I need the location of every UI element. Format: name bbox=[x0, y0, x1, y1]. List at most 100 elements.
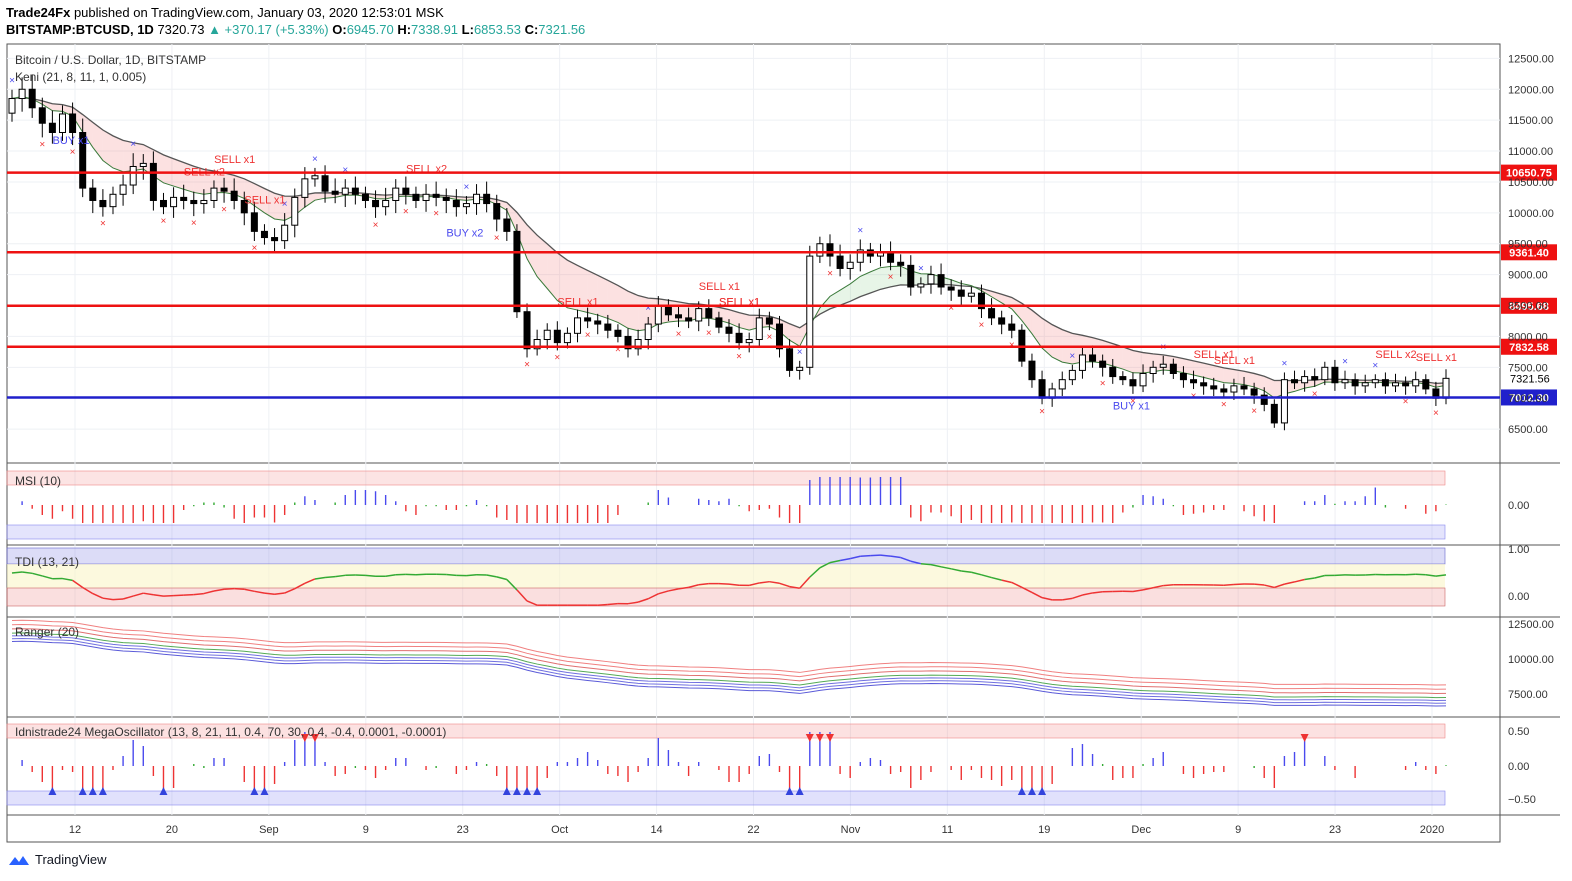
x-tick-label: 2020 bbox=[1420, 824, 1444, 836]
candle bbox=[927, 265, 935, 294]
candle bbox=[452, 189, 460, 217]
x-tick-label: 23 bbox=[457, 824, 469, 836]
ma-fill bbox=[890, 266, 901, 287]
candle bbox=[503, 208, 511, 241]
tdi-line bbox=[254, 590, 265, 594]
candle bbox=[897, 254, 905, 277]
tdi-line bbox=[466, 573, 477, 577]
mega-sell-arrow bbox=[825, 734, 834, 742]
candle bbox=[1331, 359, 1339, 391]
signal-marker: × bbox=[857, 225, 863, 236]
candle bbox=[1291, 370, 1299, 390]
tdi-line bbox=[981, 574, 992, 579]
candle-body bbox=[402, 187, 410, 195]
tdi-line bbox=[951, 568, 962, 572]
candle-body bbox=[190, 199, 198, 205]
candle-body bbox=[1119, 376, 1127, 381]
ranger-line bbox=[11, 635, 1447, 701]
x-tick-label: Nov bbox=[841, 824, 861, 836]
candle: × bbox=[947, 279, 955, 314]
ma-fill bbox=[1233, 369, 1245, 385]
ma-fill bbox=[1021, 303, 1032, 334]
candle bbox=[1058, 371, 1066, 397]
tradingview-logo-icon bbox=[9, 855, 29, 865]
candle bbox=[1210, 377, 1218, 397]
indicator-bands bbox=[12, 96, 1446, 398]
candle bbox=[1028, 353, 1036, 388]
tdi-line bbox=[11, 571, 23, 574]
candle-body bbox=[473, 193, 481, 205]
low-value: 6853.53 bbox=[473, 22, 521, 37]
tdi-line bbox=[213, 588, 225, 592]
indicator-legend: Keni (21, 8, 11, 1, 0.005) bbox=[15, 70, 146, 84]
candle-body bbox=[927, 274, 935, 285]
candle-body bbox=[1008, 323, 1016, 331]
candle: × bbox=[1280, 358, 1288, 431]
candle bbox=[685, 307, 693, 329]
mega-pane bbox=[6, 723, 1447, 806]
candle bbox=[725, 319, 733, 343]
tdi-line bbox=[143, 592, 154, 596]
candle-body bbox=[8, 98, 16, 114]
ma-fill bbox=[527, 224, 538, 277]
signal-marker: × bbox=[888, 272, 894, 283]
candle-body bbox=[1149, 366, 1157, 374]
mega-buy-arrow bbox=[88, 787, 97, 795]
tradingview-footer[interactable]: TradingView bbox=[8, 852, 107, 867]
candle bbox=[816, 236, 824, 263]
candle-body bbox=[1392, 382, 1400, 387]
candle bbox=[79, 118, 87, 198]
ma-fill bbox=[264, 188, 275, 219]
candle-body bbox=[917, 283, 925, 288]
tdi-line bbox=[668, 588, 679, 592]
signal-annotation: BUY x1 bbox=[52, 135, 89, 147]
level-price-label: 10650.75 bbox=[1506, 168, 1552, 180]
candle-body bbox=[382, 199, 390, 208]
level-price-tag bbox=[1501, 389, 1557, 406]
mega-buy-arrow bbox=[533, 787, 542, 795]
mega-buy-arrow bbox=[98, 787, 107, 795]
signal-marker: × bbox=[948, 303, 954, 314]
x-tick-label: 9 bbox=[363, 824, 369, 836]
candle bbox=[937, 263, 945, 295]
candle-body bbox=[170, 196, 178, 208]
candle-body bbox=[1058, 379, 1066, 390]
ma-fill bbox=[860, 271, 871, 297]
candle: × bbox=[796, 347, 804, 380]
signal-marker: × bbox=[1130, 396, 1136, 407]
tdi-tick-label: 1.00 bbox=[1508, 544, 1529, 556]
level-price-tag bbox=[1501, 244, 1557, 261]
candle bbox=[1412, 371, 1420, 393]
candle bbox=[604, 314, 612, 339]
ma-fill bbox=[112, 135, 124, 172]
candle-body bbox=[947, 286, 955, 291]
candle-body bbox=[1210, 385, 1218, 390]
tdi-line bbox=[1254, 583, 1265, 586]
candle: × bbox=[644, 303, 652, 350]
candle: × bbox=[1311, 368, 1319, 400]
tdi-line bbox=[102, 597, 114, 601]
candle-body bbox=[291, 196, 299, 226]
price-tick-label: 12000.00 bbox=[1508, 84, 1554, 96]
candle bbox=[139, 154, 147, 180]
signal-marker: × bbox=[524, 359, 530, 370]
published-text: published on TradingView.com, January 03… bbox=[73, 5, 444, 20]
ma-fill bbox=[607, 280, 618, 323]
tdi-line bbox=[900, 556, 912, 562]
signal-marker: × bbox=[1100, 379, 1106, 390]
ma-fill bbox=[537, 235, 548, 289]
signal-marker: × bbox=[494, 233, 500, 244]
candle: × bbox=[8, 76, 16, 122]
tdi-line bbox=[678, 586, 689, 590]
ranger-tick-label: 12500.00 bbox=[1508, 619, 1554, 631]
ma-fill bbox=[1193, 360, 1204, 378]
candle bbox=[1442, 369, 1450, 405]
candle bbox=[28, 74, 36, 118]
ma-fill bbox=[244, 178, 255, 206]
candle-body bbox=[351, 187, 359, 195]
candle-body bbox=[1341, 379, 1349, 384]
x-tick-label: Sep bbox=[259, 824, 279, 836]
candle: × bbox=[1099, 354, 1107, 390]
candle bbox=[1321, 361, 1329, 386]
